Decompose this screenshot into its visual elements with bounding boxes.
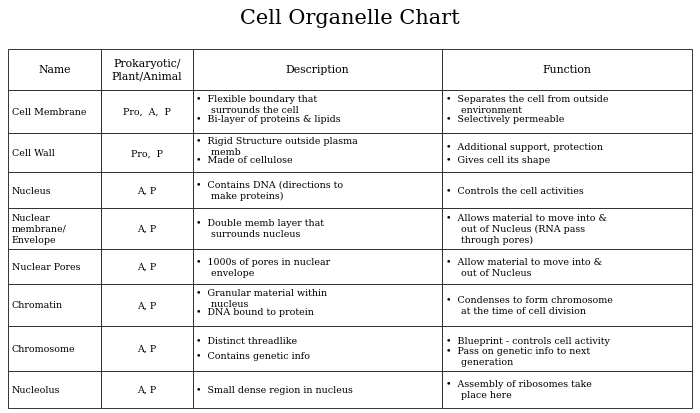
- Text: Nucleolus: Nucleolus: [12, 385, 60, 394]
- Bar: [442, 50, 692, 91]
- Text: Cell Organelle Chart: Cell Organelle Chart: [240, 9, 460, 28]
- Bar: [101, 173, 193, 208]
- Bar: [8, 371, 101, 408]
- Bar: [101, 91, 193, 134]
- Bar: [8, 134, 101, 173]
- Text: A, P: A, P: [137, 301, 156, 310]
- Text: A, P: A, P: [137, 385, 156, 394]
- Bar: [101, 134, 193, 173]
- Text: •  Granular material within
     nucleus: • Granular material within nucleus: [197, 288, 328, 309]
- Text: •  Gives cell its shape: • Gives cell its shape: [446, 155, 550, 164]
- Text: •  Controls the cell activities: • Controls the cell activities: [446, 186, 584, 195]
- Text: •  Separates the cell from outside
     environment: • Separates the cell from outside enviro…: [446, 95, 608, 115]
- Bar: [442, 371, 692, 408]
- Text: •  Distinct threadlike: • Distinct threadlike: [197, 336, 298, 345]
- Text: Nucleus: Nucleus: [12, 186, 52, 195]
- Bar: [193, 285, 442, 326]
- Text: •  Bi-layer of proteins & lipids: • Bi-layer of proteins & lipids: [197, 115, 341, 124]
- Text: •  Small dense region in nucleus: • Small dense region in nucleus: [197, 385, 354, 394]
- Text: A, P: A, P: [137, 344, 156, 353]
- Text: Pro,  A,  P: Pro, A, P: [122, 108, 171, 117]
- Bar: [8, 50, 101, 91]
- Bar: [101, 285, 193, 326]
- Text: A, P: A, P: [137, 186, 156, 195]
- Bar: [442, 91, 692, 134]
- Bar: [8, 249, 101, 285]
- Text: •  1000s of pores in nuclear
     envelope: • 1000s of pores in nuclear envelope: [197, 257, 330, 277]
- Bar: [193, 91, 442, 134]
- Bar: [193, 249, 442, 285]
- Text: A, P: A, P: [137, 263, 156, 271]
- Bar: [101, 326, 193, 371]
- Text: Pro,  P: Pro, P: [131, 149, 162, 158]
- Bar: [193, 371, 442, 408]
- Text: Name: Name: [38, 65, 71, 75]
- Text: •  Allows material to move into &
     out of Nucleus (RNA pass
     through por: • Allows material to move into & out of …: [446, 213, 607, 244]
- Text: •  Assembly of ribosomes take
     place here: • Assembly of ribosomes take place here: [446, 380, 592, 399]
- Text: Function: Function: [542, 65, 592, 75]
- Text: Prokaryotic/
Plant/Animal: Prokaryotic/ Plant/Animal: [111, 59, 182, 81]
- Bar: [193, 50, 442, 91]
- Text: •  Allow material to move into &
     out of Nucleus: • Allow material to move into & out of N…: [446, 257, 602, 277]
- Text: Nuclear Pores: Nuclear Pores: [12, 263, 81, 271]
- Bar: [101, 249, 193, 285]
- Text: Cell Wall: Cell Wall: [12, 149, 55, 158]
- Bar: [442, 326, 692, 371]
- Text: Chromatin: Chromatin: [12, 301, 63, 310]
- Text: •  Made of cellulose: • Made of cellulose: [197, 155, 293, 164]
- Text: •  DNA bound to protein: • DNA bound to protein: [197, 308, 314, 316]
- Text: Description: Description: [286, 65, 349, 75]
- Text: Chromosome: Chromosome: [12, 344, 76, 353]
- Text: •  Blueprint - controls cell activity: • Blueprint - controls cell activity: [446, 336, 610, 345]
- Text: Nuclear
membrane/
Envelope: Nuclear membrane/ Envelope: [12, 213, 66, 244]
- Text: •  Additional support, protection: • Additional support, protection: [446, 142, 603, 151]
- Text: Cell Membrane: Cell Membrane: [12, 108, 86, 117]
- Bar: [442, 208, 692, 249]
- Text: •  Condenses to form chromosome
     at the time of cell division: • Condenses to form chromosome at the ti…: [446, 295, 612, 315]
- Text: •  Rigid Structure outside plasma
     memb: • Rigid Structure outside plasma memb: [197, 137, 358, 157]
- Bar: [101, 208, 193, 249]
- Bar: [193, 134, 442, 173]
- Bar: [442, 249, 692, 285]
- Bar: [193, 208, 442, 249]
- Text: •  Pass on genetic info to next
     generation: • Pass on genetic info to next generatio…: [446, 346, 590, 366]
- Bar: [193, 326, 442, 371]
- Bar: [8, 285, 101, 326]
- Bar: [442, 134, 692, 173]
- Bar: [193, 173, 442, 208]
- Bar: [442, 285, 692, 326]
- Bar: [8, 326, 101, 371]
- Text: •  Flexible boundary that
     surrounds the cell: • Flexible boundary that surrounds the c…: [197, 95, 318, 115]
- Bar: [8, 91, 101, 134]
- Bar: [8, 208, 101, 249]
- Text: •  Double memb layer that
     surrounds nucleus: • Double memb layer that surrounds nucle…: [197, 219, 324, 239]
- Text: •  Contains DNA (directions to
     make proteins): • Contains DNA (directions to make prote…: [197, 180, 344, 201]
- Text: •  Contains genetic info: • Contains genetic info: [197, 351, 310, 360]
- Bar: [8, 173, 101, 208]
- Text: •  Selectively permeable: • Selectively permeable: [446, 115, 564, 124]
- Bar: [101, 371, 193, 408]
- Text: A, P: A, P: [137, 224, 156, 233]
- Bar: [442, 173, 692, 208]
- Bar: [101, 50, 193, 91]
